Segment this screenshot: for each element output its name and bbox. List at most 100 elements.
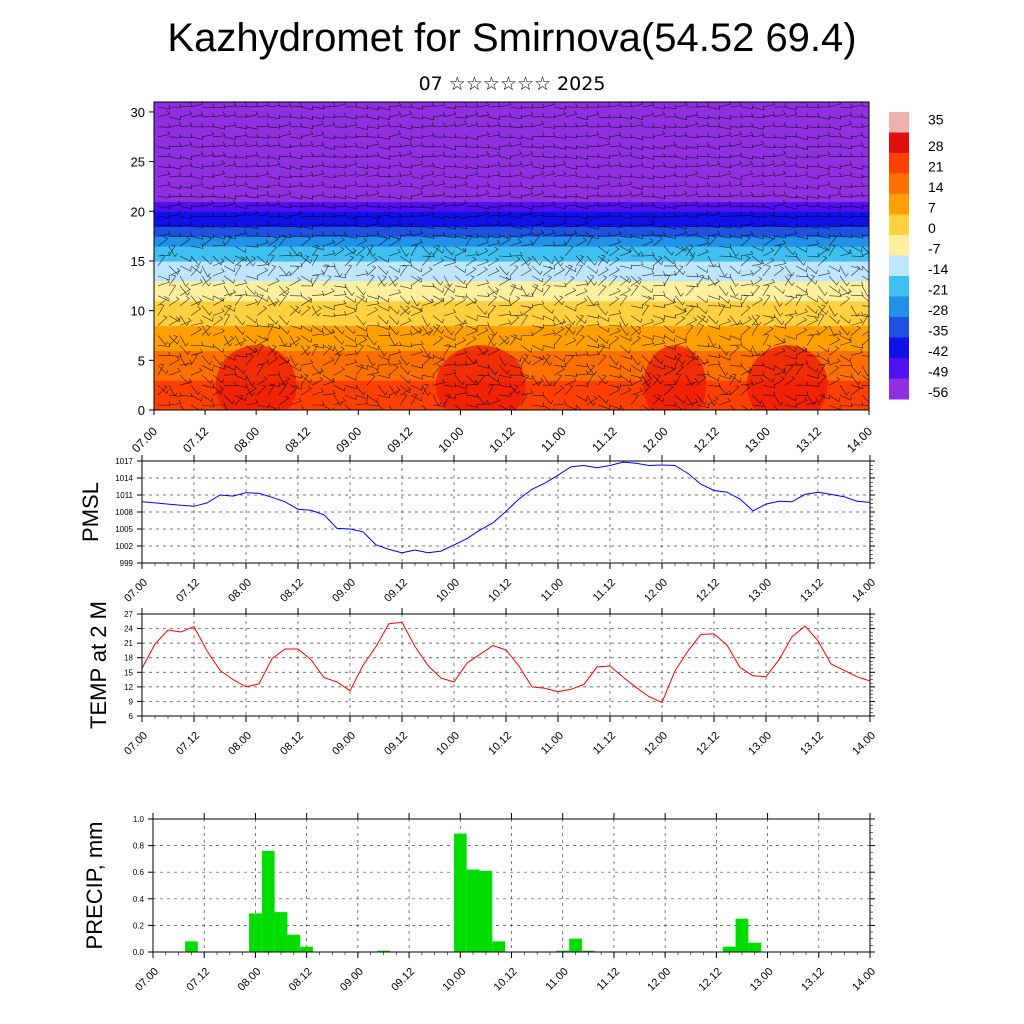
- wind-barb: [861, 275, 869, 281]
- wind-barb: [619, 325, 630, 336]
- wind-barb: [718, 304, 732, 309]
- wind-barb: [575, 394, 588, 402]
- precip-bar: [466, 869, 480, 952]
- wind-barb: [542, 193, 556, 198]
- wind-barb: [388, 387, 401, 396]
- wind-barb: [355, 182, 369, 187]
- wind-barb: [201, 275, 212, 287]
- wind-barb: [729, 234, 743, 239]
- wind-barb: [718, 374, 731, 380]
- wind-barb: [344, 335, 357, 343]
- x-tick-label: 08.12: [282, 424, 313, 455]
- wind-barb: [850, 384, 863, 390]
- wind-barb: [267, 383, 275, 396]
- y-tick-label: 1011: [116, 491, 134, 500]
- wind-barb: [619, 115, 633, 120]
- wind-barb: [861, 245, 869, 254]
- wind-barb: [839, 221, 853, 227]
- wind-barb: [179, 110, 193, 118]
- wind-barb: [718, 131, 732, 138]
- wind-barb: [674, 335, 687, 341]
- wind-barb: [366, 203, 380, 208]
- wind-barb: [674, 190, 688, 197]
- wind-barb: [597, 285, 607, 296]
- colorbar-label: -7: [928, 241, 941, 257]
- wind-barb: [498, 190, 512, 197]
- wind-barb: [696, 160, 710, 167]
- wind-barb: [212, 255, 224, 266]
- wind-barb: [696, 142, 710, 147]
- precip-bar: [556, 950, 570, 952]
- wind-barb: [509, 284, 517, 296]
- x-tick-label: 07.12: [174, 730, 202, 758]
- wind-barb: [256, 267, 269, 277]
- wind-barb: [817, 170, 831, 177]
- wind-barb: [751, 245, 764, 252]
- wind-barb: [344, 394, 357, 401]
- wind-barb: [267, 245, 278, 257]
- wind-barb: [597, 344, 610, 349]
- wind-barb: [212, 365, 225, 370]
- wind-barb: [531, 356, 543, 366]
- wind-barb: [157, 363, 165, 376]
- wind-barb: [278, 183, 292, 188]
- wind-barb: [465, 121, 479, 128]
- wind-barb: [630, 121, 644, 128]
- wind-barb: [663, 204, 677, 209]
- wind-barb: [311, 365, 323, 375]
- wind-barb: [663, 355, 676, 361]
- y-tick-label: 0.4: [133, 895, 145, 904]
- heatmap-band: [154, 196, 869, 202]
- wind-barb: [278, 130, 292, 138]
- wind-barb: [201, 265, 211, 278]
- wind-barb: [300, 275, 313, 283]
- wind-barb: [806, 224, 820, 229]
- wind-barb: [620, 381, 633, 386]
- wind-barb: [399, 374, 411, 384]
- heatmap-band: [154, 102, 869, 108]
- heatmap-warm-cell: [435, 345, 526, 410]
- wind-barb: [773, 338, 787, 346]
- wind-barb: [432, 133, 446, 138]
- wind-barb: [256, 255, 268, 265]
- wind-barb: [311, 115, 325, 120]
- wind-barb: [179, 286, 191, 296]
- wind-barb: [784, 154, 798, 160]
- precip-bar: [581, 950, 595, 952]
- wind-barb: [652, 231, 666, 237]
- wind-barb: [366, 365, 379, 370]
- wind-barb: [740, 366, 753, 376]
- wind-barb: [652, 174, 666, 179]
- wind-barb: [256, 221, 270, 227]
- y-tick-label: 5: [138, 353, 145, 368]
- wind-barb: [377, 172, 391, 178]
- wind-barb: [795, 184, 809, 190]
- wind-barb: [751, 296, 763, 306]
- wind-barb: [641, 339, 655, 346]
- wind-barb: [817, 234, 831, 239]
- wind-barb: [773, 240, 787, 247]
- wind-barb: [718, 102, 732, 108]
- wind-barb: [795, 200, 809, 207]
- wind-barb: [355, 365, 368, 371]
- wind-barb: [245, 322, 259, 327]
- wind-barb: [520, 143, 534, 148]
- wind-barb: [740, 280, 754, 287]
- wind-barb: [245, 275, 258, 280]
- wind-barb: [850, 265, 861, 277]
- wind-barb: [509, 194, 523, 199]
- wind-barb: [652, 204, 666, 210]
- precip-bar: [569, 938, 582, 952]
- wind-barb: [597, 404, 610, 410]
- wind-barb: [366, 244, 374, 257]
- wind-barb: [212, 258, 225, 267]
- wind-barb: [157, 295, 169, 306]
- heatmap-band: [154, 320, 869, 327]
- wind-barb: [553, 255, 564, 267]
- wind-barb: [157, 204, 171, 209]
- wind-barb: [443, 153, 457, 158]
- wind-barb: [751, 213, 765, 218]
- wind-barb: [817, 255, 828, 267]
- wind-barb: [487, 325, 498, 336]
- wind-barb: [674, 144, 688, 150]
